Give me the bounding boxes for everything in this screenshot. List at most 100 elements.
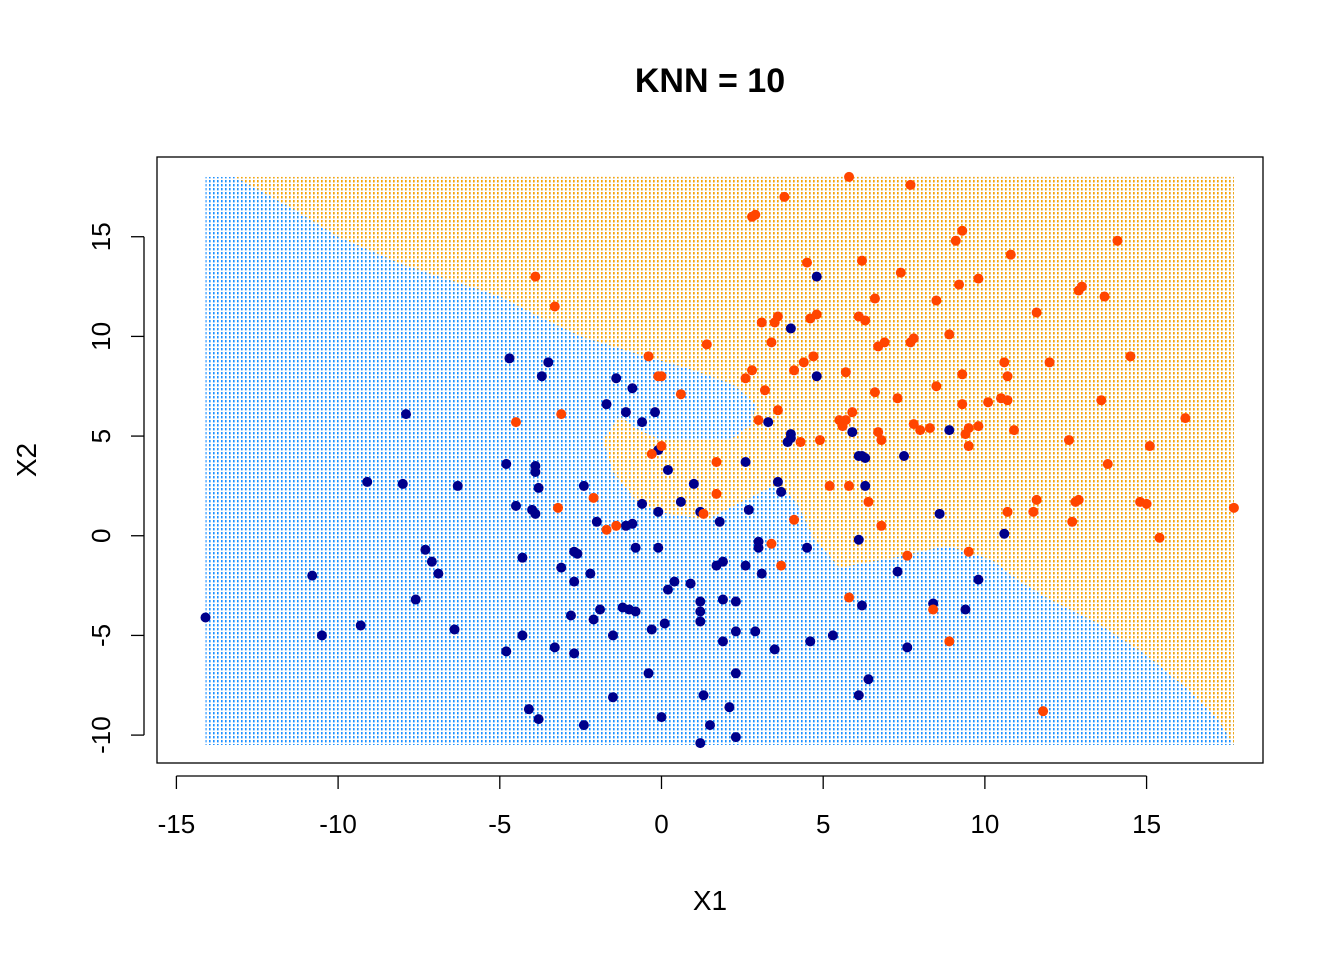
- point-class-1-70: [928, 604, 939, 615]
- point-class-0-27: [536, 371, 547, 382]
- point-class-0-44: [611, 373, 622, 384]
- point-class-0-116: [899, 451, 910, 462]
- point-class-0-93: [763, 417, 774, 428]
- point-class-1-11: [656, 371, 667, 382]
- point-class-1-48: [844, 592, 855, 603]
- point-class-0-120: [944, 425, 955, 436]
- point-class-0-95: [772, 476, 783, 487]
- point-class-0-14: [504, 353, 515, 364]
- decision-regions: [205, 176, 1234, 746]
- point-class-1-56: [876, 435, 887, 446]
- point-class-1-44: [840, 415, 851, 426]
- point-class-1-63: [902, 550, 913, 561]
- point-class-1-91: [1005, 249, 1016, 260]
- point-class-0-32: [569, 576, 580, 587]
- point-class-1-81: [963, 423, 974, 434]
- x-tick-label-6: 15: [1132, 809, 1161, 839]
- point-class-1-5: [588, 492, 599, 503]
- point-class-1-100: [1067, 516, 1078, 527]
- point-class-1-79: [957, 225, 968, 236]
- point-class-0-94: [769, 644, 780, 655]
- point-class-1-97: [1044, 357, 1055, 368]
- point-class-0-71: [695, 606, 706, 617]
- point-class-0-17: [517, 630, 528, 641]
- point-class-0-23: [533, 482, 544, 493]
- point-class-1-55: [873, 427, 884, 438]
- point-class-1-72: [931, 295, 942, 306]
- point-class-1-82: [963, 441, 974, 452]
- point-class-1-25: [766, 337, 777, 348]
- point-class-1-62: [895, 267, 906, 278]
- point-class-1-75: [950, 235, 961, 246]
- point-class-0-5: [401, 409, 412, 420]
- point-class-1-78: [957, 369, 968, 380]
- point-class-1-21: [750, 209, 761, 220]
- point-class-0-67: [685, 578, 696, 589]
- point-class-0-123: [999, 528, 1010, 539]
- point-class-1-19: [747, 365, 758, 376]
- point-class-0-64: [662, 584, 673, 595]
- point-class-0-12: [452, 480, 463, 491]
- point-class-1-61: [892, 393, 903, 404]
- point-class-0-15: [510, 500, 521, 511]
- point-class-0-92: [756, 568, 767, 579]
- point-class-1-0: [510, 417, 521, 428]
- y-tick-label-0: -10: [86, 716, 116, 754]
- point-class-1-106: [1099, 291, 1110, 302]
- y-tick-label-4: 10: [86, 322, 116, 351]
- point-class-1-107: [1102, 458, 1113, 469]
- x-tick-label-3: 0: [654, 809, 668, 839]
- x-tick-label-5: 10: [970, 809, 999, 839]
- x-tick-label-4: 5: [816, 809, 830, 839]
- point-class-0-46: [620, 407, 631, 418]
- point-class-1-57: [876, 520, 887, 531]
- point-class-0-16: [517, 552, 528, 563]
- point-class-0-63: [662, 464, 673, 475]
- point-class-0-81: [724, 702, 735, 713]
- point-class-0-86: [740, 560, 751, 571]
- point-class-0-121: [960, 604, 971, 615]
- point-class-0-122: [973, 574, 984, 585]
- point-class-1-112: [1144, 441, 1155, 452]
- point-class-1-67: [908, 419, 919, 430]
- point-class-0-26: [543, 357, 554, 368]
- point-class-1-16: [711, 488, 722, 499]
- point-class-0-29: [556, 562, 567, 573]
- point-class-0-36: [578, 480, 589, 491]
- point-class-0-104: [811, 371, 822, 382]
- x-axis: -15 -10 -5 0 5 10 15: [158, 775, 1161, 839]
- point-class-1-6: [601, 524, 612, 535]
- point-class-1-58: [863, 496, 874, 507]
- point-class-1-109: [1125, 351, 1136, 362]
- point-class-1-14: [701, 339, 712, 350]
- point-class-1-99: [1063, 435, 1074, 446]
- point-class-1-31: [776, 560, 787, 571]
- point-class-1-39: [811, 309, 822, 320]
- point-class-1-85: [973, 273, 984, 284]
- point-class-1-84: [973, 421, 984, 432]
- point-class-0-89: [750, 626, 761, 637]
- point-class-0-18: [501, 646, 512, 657]
- point-class-0-13: [501, 458, 512, 469]
- chart-title: KNN = 10: [635, 62, 785, 100]
- point-class-1-89: [1002, 371, 1013, 382]
- y-tick-label-2: 0: [86, 529, 116, 543]
- point-class-1-18: [740, 373, 751, 384]
- point-class-1-4: [556, 409, 567, 420]
- point-class-0-70: [695, 596, 706, 607]
- point-class-1-68: [915, 425, 926, 436]
- point-class-0-119: [934, 508, 945, 519]
- point-class-1-60: [879, 337, 890, 348]
- point-class-1-24: [759, 385, 770, 396]
- x-axis-label: X1: [693, 885, 727, 916]
- point-class-0-11: [449, 624, 460, 635]
- point-class-1-36: [802, 257, 813, 268]
- point-class-1-74: [944, 329, 955, 340]
- point-class-1-1: [530, 271, 541, 282]
- point-class-1-45: [840, 367, 851, 378]
- point-class-1-69: [924, 423, 935, 434]
- point-class-0-110: [853, 690, 864, 701]
- point-class-1-12: [656, 441, 667, 452]
- point-class-1-113: [1154, 532, 1165, 543]
